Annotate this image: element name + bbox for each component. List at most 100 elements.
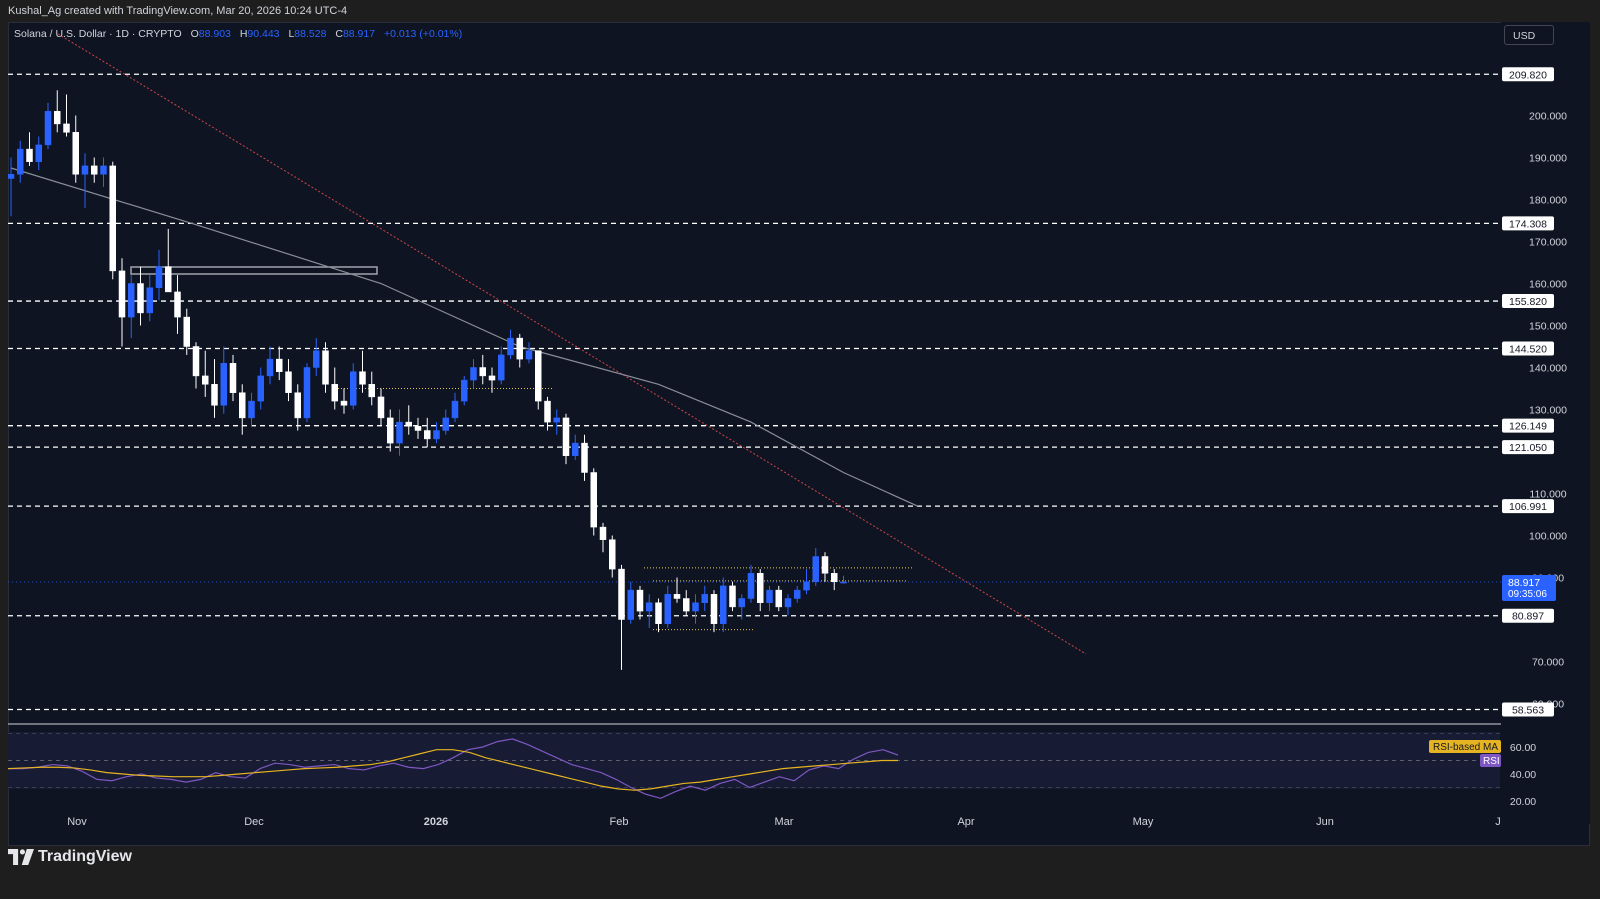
candle-body[interactable] — [183, 316, 190, 347]
candle-body[interactable] — [488, 375, 496, 381]
level-price-tag[interactable] — [1502, 702, 1554, 717]
candle-body[interactable] — [821, 556, 829, 574]
candle-body[interactable] — [128, 283, 135, 318]
candle-body[interactable] — [405, 421, 412, 427]
candle-body[interactable] — [26, 148, 33, 162]
level-price-tag[interactable] — [1502, 418, 1554, 433]
candle-body[interactable] — [396, 421, 403, 444]
candle-body[interactable] — [572, 442, 579, 456]
candle-body[interactable] — [72, 132, 79, 175]
candle-body[interactable] — [109, 165, 116, 272]
candle-body[interactable] — [646, 602, 653, 612]
candle-body[interactable] — [757, 573, 764, 603]
last-price-tag[interactable] — [1502, 575, 1556, 602]
candle-body[interactable] — [535, 350, 542, 402]
level-price-tag[interactable] — [1502, 499, 1554, 514]
level-price-tag[interactable] — [1502, 294, 1554, 309]
candle-body[interactable] — [340, 400, 348, 406]
candle-body[interactable] — [461, 379, 468, 402]
candle-body[interactable] — [498, 354, 505, 381]
candle-body[interactable] — [738, 598, 745, 608]
chart-frame[interactable] — [8, 22, 1590, 846]
candle-body[interactable] — [590, 472, 597, 528]
rsi-line[interactable] — [8, 738, 899, 799]
candle-body[interactable] — [387, 417, 394, 444]
candle-body[interactable] — [655, 602, 662, 624]
candle-body[interactable] — [442, 417, 449, 431]
candle-body[interactable] — [313, 350, 320, 368]
candle-body[interactable] — [54, 111, 61, 125]
rsi-ma-legend-tag[interactable] — [1429, 740, 1501, 753]
candle-body[interactable] — [627, 589, 634, 620]
candle-body[interactable] — [303, 367, 311, 419]
supply-zone-box[interactable] — [130, 266, 378, 275]
candle-body[interactable] — [202, 375, 209, 385]
candle-body[interactable] — [609, 539, 616, 570]
candle-body[interactable] — [553, 417, 560, 423]
candle-body[interactable] — [359, 371, 366, 385]
candle-body[interactable] — [174, 291, 181, 318]
candle-body[interactable] — [192, 346, 200, 377]
candle-body[interactable] — [710, 594, 718, 624]
candle-body[interactable] — [229, 363, 237, 393]
currency-selector[interactable]: USD — [1504, 25, 1554, 45]
candle-body[interactable] — [257, 375, 264, 402]
candle-body[interactable] — [664, 594, 671, 624]
candle-body[interactable] — [479, 367, 486, 377]
price-chart[interactable]: 200.000 190.000 180.000 170.000 160.000 150.0… — [8, 22, 1590, 846]
candle-body[interactable] — [794, 589, 801, 599]
candle-body[interactable] — [683, 598, 690, 612]
candle-body[interactable] — [331, 384, 338, 402]
candle-body[interactable] — [239, 392, 246, 419]
candle-body[interactable] — [507, 337, 514, 356]
candle-body[interactable] — [525, 350, 533, 360]
candle-body[interactable] — [294, 392, 301, 419]
candle-body[interactable] — [766, 589, 773, 603]
candle-body[interactable] — [701, 594, 708, 603]
level-price-tag[interactable] — [1502, 440, 1554, 455]
level-price-tag[interactable] — [1502, 608, 1554, 623]
candle-body[interactable] — [220, 363, 227, 406]
descending-trendline[interactable] — [57, 33, 1087, 655]
candle-body[interactable] — [35, 144, 42, 162]
candle-body[interactable] — [276, 358, 283, 372]
candle-body[interactable] — [377, 396, 385, 419]
candle-body[interactable] — [433, 430, 440, 440]
candle-body[interactable] — [812, 556, 819, 582]
candle-body[interactable] — [350, 371, 357, 406]
candle-body[interactable] — [562, 417, 570, 456]
candle-body[interactable] — [775, 589, 782, 608]
level-price-tag[interactable] — [1502, 341, 1554, 356]
candle-body[interactable] — [165, 266, 172, 293]
candle-body[interactable] — [155, 266, 163, 288]
symbol-title[interactable]: Solana / U.S. Dollar · 1D · CRYPTO — [14, 28, 182, 40]
level-price-tag[interactable] — [1502, 67, 1554, 82]
candle-body[interactable] — [729, 585, 736, 608]
candle-body[interactable] — [424, 430, 431, 440]
tradingview-logo[interactable]: TradingView — [8, 846, 132, 868]
candle-body[interactable] — [803, 581, 810, 591]
candle-body[interactable] — [285, 371, 292, 393]
moving-average-line[interactable] — [10, 167, 918, 507]
candle-body[interactable] — [618, 568, 625, 620]
level-price-tag[interactable] — [1502, 216, 1554, 231]
candle-body[interactable] — [414, 426, 422, 431]
candle-body[interactable] — [747, 573, 755, 599]
rsi-legend-tag[interactable] — [1480, 754, 1501, 767]
candle-body[interactable] — [100, 165, 107, 175]
candle-body[interactable] — [692, 602, 699, 612]
rsi-ma-line[interactable] — [8, 749, 898, 791]
candle-body[interactable] — [544, 400, 551, 423]
candle-body[interactable] — [322, 350, 329, 385]
candle-body[interactable] — [248, 400, 255, 419]
candle-body[interactable] — [581, 442, 588, 473]
candle-body[interactable] — [784, 598, 792, 608]
candle-body[interactable] — [831, 573, 838, 582]
candle-body[interactable] — [146, 287, 153, 314]
candle-body[interactable] — [266, 358, 274, 377]
candle-body[interactable] — [8, 174, 15, 179]
candle-body[interactable] — [44, 111, 52, 146]
candle-body[interactable] — [720, 585, 727, 624]
candle-body[interactable] — [91, 165, 98, 175]
candle-body[interactable] — [470, 367, 477, 381]
